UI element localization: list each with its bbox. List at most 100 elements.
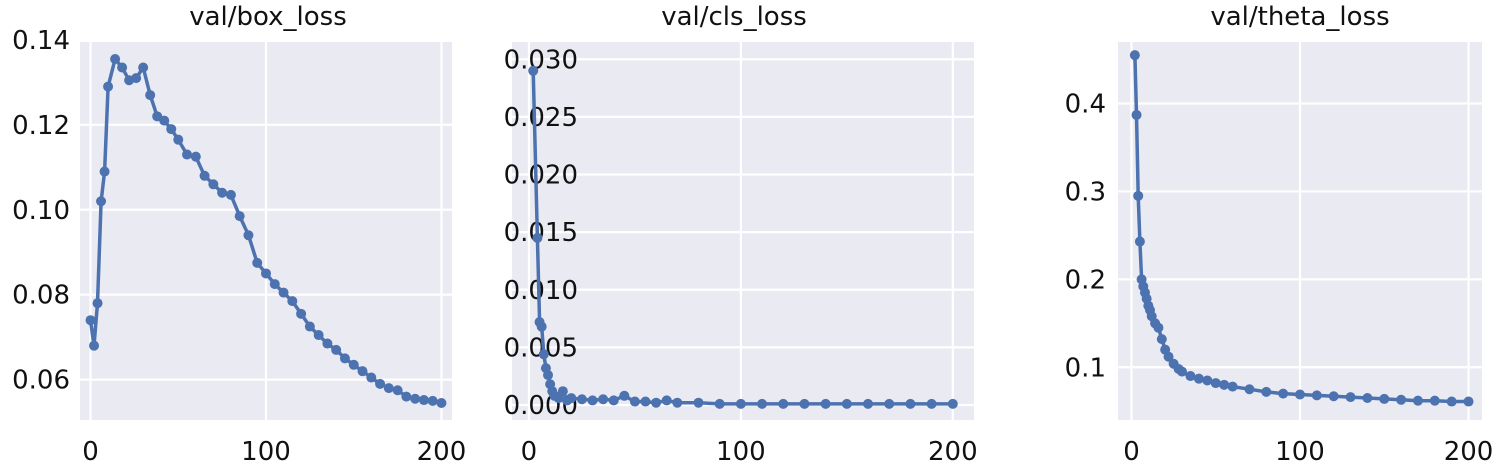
y-tick-label: 0.015 [504, 218, 578, 248]
data-point [1134, 236, 1145, 247]
data-point [1156, 334, 1167, 345]
data-point [1133, 190, 1144, 201]
data-point [103, 81, 114, 92]
data-point [436, 398, 447, 409]
data-point [166, 124, 177, 135]
data-point [357, 366, 368, 377]
data-point [1129, 50, 1140, 61]
chart-svg-box-loss: 0 100 200 0.06 0.08 0.10 0.12 0.14 [12, 26, 466, 467]
data-point [1328, 391, 1339, 402]
data-point [1278, 388, 1289, 399]
data-point [322, 338, 333, 349]
y-tick-label: 0.10 [12, 196, 70, 226]
chart-title: val/box_loss [189, 2, 347, 32]
data-point [735, 398, 746, 409]
x-tick-label: 100 [1275, 437, 1325, 467]
data-point [418, 395, 429, 406]
data-point [96, 196, 107, 207]
y-tick-label: 0.005 [504, 333, 578, 363]
data-point [619, 390, 630, 401]
data-point [587, 395, 598, 406]
data-point [598, 394, 609, 405]
data-point [905, 398, 916, 409]
chart-svg-theta-loss: 0 100 200 0.1 0.2 0.3 0.4 [1065, 42, 1494, 467]
y-tick-label: 0.025 [504, 103, 578, 133]
data-point [543, 370, 554, 381]
data-point [296, 308, 307, 319]
chart-svg-cls-loss: 0 100 2000.0000.0050.0100.0150.0200.0250.0… [504, 42, 978, 467]
data-point [138, 62, 149, 73]
data-point [269, 279, 280, 290]
data-point [884, 398, 895, 409]
data-point [926, 398, 937, 409]
data-point [182, 149, 193, 160]
data-point [863, 398, 874, 409]
x-tick-label: 200 [1444, 437, 1494, 467]
data-point [339, 353, 350, 364]
data-point [1261, 386, 1272, 397]
x-tick-label: 200 [928, 437, 978, 467]
data-point [672, 397, 683, 408]
data-point [820, 398, 831, 409]
data-point [714, 398, 725, 409]
x-tick-label: 100 [716, 437, 766, 467]
data-point [1379, 393, 1390, 404]
data-point [375, 378, 386, 389]
data-point [287, 296, 298, 307]
data-point [1153, 322, 1164, 333]
data-point [947, 398, 958, 409]
y-tick-label: 0.4 [1065, 90, 1106, 120]
data-point [131, 73, 142, 84]
data-point [1177, 366, 1188, 377]
data-point [841, 398, 852, 409]
y-tick-label: 0.12 [12, 111, 70, 141]
data-point [1295, 389, 1305, 400]
data-point [1131, 109, 1142, 120]
data-point [159, 115, 170, 126]
data-point [1311, 390, 1322, 401]
data-point [173, 134, 184, 145]
data-point [410, 393, 421, 404]
data-point [85, 315, 96, 326]
data-point [208, 179, 219, 190]
plot-area [512, 42, 974, 420]
data-point [110, 53, 121, 64]
data-point [383, 383, 394, 394]
series-line [88, 57, 442, 405]
data-point [89, 340, 100, 351]
data-point [348, 359, 359, 370]
data-point [1463, 396, 1474, 407]
y-tick-label: 0.14 [12, 26, 70, 56]
data-point [1362, 393, 1373, 404]
y-tick-label: 0.3 [1065, 177, 1106, 207]
data-point [757, 398, 768, 409]
chart-panel-cls-loss: val/cls_loss 0 100 200 0.000 0.005 0.010 0.015… [480, 0, 1000, 470]
data-point [401, 391, 412, 402]
chart-panel-box-loss: val/box_loss 0 100 200 0.06 0.08 0.10 0.12 0.14 [0, 0, 480, 470]
chart-title: val/cls_loss [661, 2, 807, 32]
data-point [661, 395, 672, 406]
chart-title: val/theta_loss [1210, 2, 1390, 32]
data-point [261, 268, 271, 279]
data-point [651, 397, 662, 408]
data-point [199, 170, 210, 181]
data-point [778, 398, 789, 409]
y-tick-label: 0.020 [504, 161, 578, 191]
data-point [1345, 392, 1356, 403]
y-tick-label: 0.06 [12, 366, 70, 396]
data-point [313, 330, 324, 341]
data-point [145, 90, 156, 101]
data-point [1244, 384, 1255, 395]
data-point [217, 187, 228, 198]
data-point [1412, 395, 1423, 406]
data-point [538, 349, 549, 360]
data-point [243, 230, 254, 241]
data-point [234, 211, 245, 222]
data-point [566, 393, 577, 404]
data-point [1163, 351, 1174, 362]
data-point [528, 65, 539, 76]
y-tick-label: 0.1 [1065, 353, 1106, 383]
data-point [1446, 396, 1457, 407]
data-point [427, 395, 438, 406]
y-tick-label: 0.08 [12, 281, 70, 311]
